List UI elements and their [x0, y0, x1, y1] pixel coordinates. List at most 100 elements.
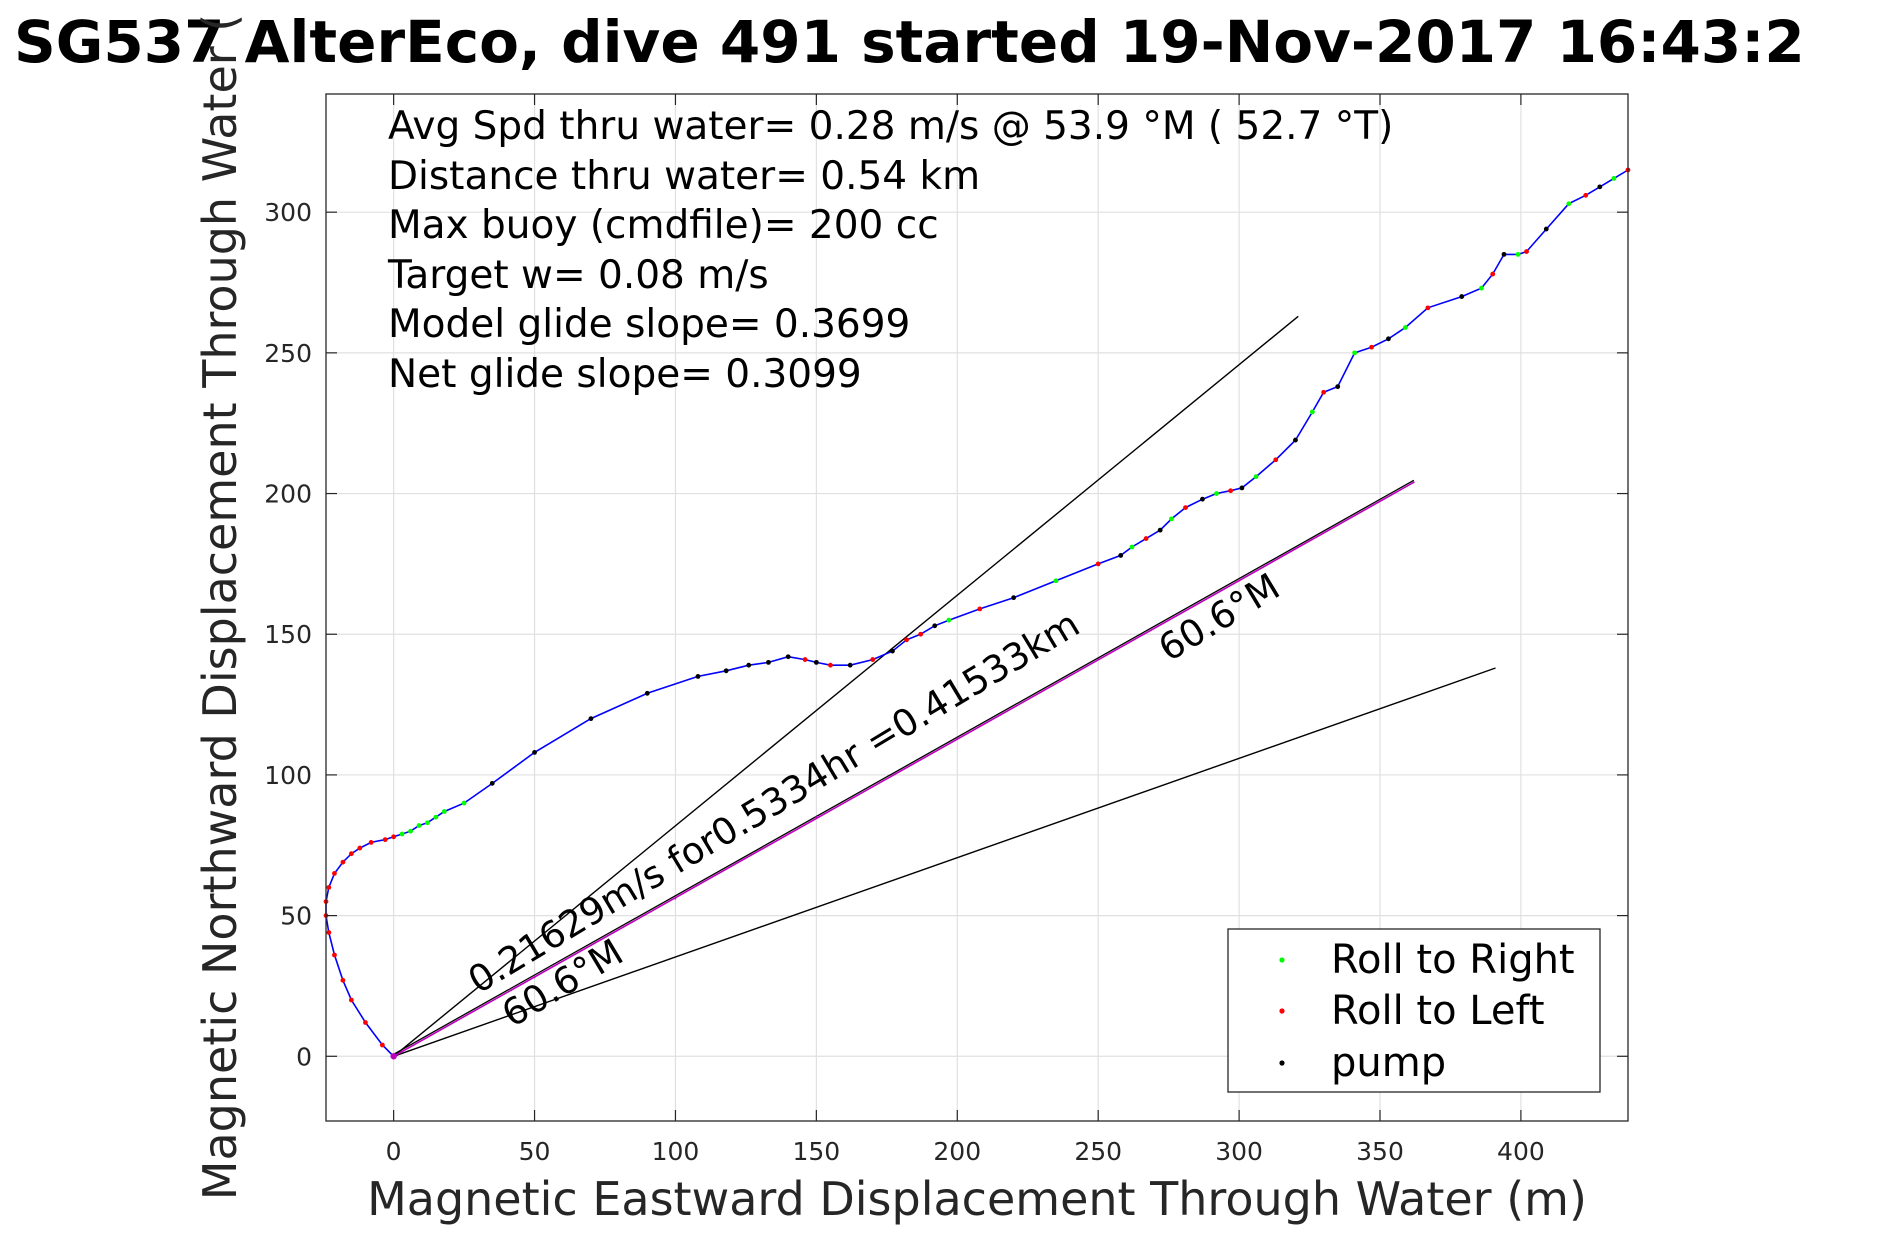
reference-lines — [393, 315, 1496, 1057]
roll-left-marker — [391, 834, 397, 840]
roll-left-marker — [357, 845, 363, 851]
pump-marker — [644, 690, 650, 696]
y-tick-label: 200 — [264, 480, 312, 509]
legend-marker-roll-left — [1279, 1008, 1285, 1014]
plot-frame — [325, 93, 1629, 1122]
roll-right-marker — [1611, 176, 1617, 181]
pump-marker — [1459, 294, 1465, 299]
roll-right-marker — [416, 823, 422, 828]
pump-marker — [1293, 437, 1298, 443]
roll-left-marker — [870, 657, 876, 662]
roll-right-marker — [408, 828, 413, 834]
stat-max-buoy: Max buoy (cmdfile)= 200 cc — [388, 203, 939, 248]
roll-right-marker — [1253, 474, 1259, 480]
stat-net-glide: Net glide slope= 0.3099 — [388, 352, 862, 397]
stat-model-glide: Model glide slope= 0.3699 — [388, 302, 910, 347]
y-tick-label: 100 — [264, 761, 312, 790]
roll-left-marker — [379, 1042, 385, 1048]
reference-line — [393, 315, 1299, 1057]
pump-marker — [890, 648, 895, 654]
chart-title: SG537 AlterEco, dive 491 started 19-Nov-… — [14, 8, 1805, 76]
pump-marker — [1597, 184, 1603, 190]
x-tick-label: 50 — [519, 1137, 551, 1166]
legend: Roll to Right Roll to Left pump — [1227, 928, 1601, 1093]
roll-right-marker — [1309, 409, 1315, 415]
roll-left-marker — [1490, 271, 1496, 277]
x-tick-label: 200 — [933, 1137, 981, 1166]
legend-label-roll-right: Roll to Right — [1331, 937, 1575, 983]
track-markers — [323, 167, 1631, 1060]
roll-left-marker — [368, 840, 374, 845]
pump-marker — [1501, 251, 1507, 257]
y-tick-label: 250 — [264, 339, 312, 368]
roll-left-marker — [918, 631, 924, 637]
current-point — [533, 976, 536, 979]
stats-text-block: Avg Spd thru water= 0.28 m/s @ 53.9 °M (… — [387, 104, 1393, 397]
roll-left-marker — [1143, 536, 1149, 541]
roll-right-marker — [441, 809, 447, 814]
roll-left-marker — [1425, 305, 1431, 311]
pump-marker — [1118, 553, 1124, 558]
roll-left-marker — [1095, 561, 1101, 567]
pump-marker — [1386, 336, 1391, 342]
roll-left-marker — [977, 606, 983, 612]
current-vector — [392, 479, 1415, 1058]
x-tick-label: 300 — [1215, 1137, 1263, 1166]
roll-left-marker — [363, 1020, 368, 1025]
pump-marker — [1011, 595, 1017, 601]
pump-marker — [588, 716, 594, 722]
roll-right-marker — [1214, 491, 1219, 496]
current-point — [1097, 658, 1100, 661]
roll-right-marker — [1053, 578, 1059, 584]
roll-left-marker — [340, 859, 346, 865]
y-tick-label: 300 — [264, 198, 312, 227]
roll-left-marker — [382, 837, 388, 843]
roll-left-marker — [332, 870, 337, 876]
reference-line — [393, 667, 1496, 1057]
pump-marker — [695, 674, 701, 679]
origin-marker — [390, 1053, 397, 1060]
legend-marker-pump — [1279, 1060, 1285, 1066]
roll-left-marker — [1273, 457, 1279, 463]
y-tick-label: 150 — [264, 620, 312, 649]
pump-marker — [813, 659, 819, 665]
roll-right-marker — [1129, 544, 1135, 550]
roll-right-marker — [1352, 350, 1358, 356]
x-tick-label: 350 — [1356, 1137, 1404, 1166]
roll-right-marker — [1515, 251, 1521, 257]
legend-box — [1227, 928, 1601, 1093]
x-tick-label: 0 — [386, 1137, 402, 1166]
current-point — [674, 897, 677, 900]
roll-left-marker — [326, 885, 332, 890]
stat-avg-speed: Avg Spd thru water= 0.28 m/s @ 53.9 °M (… — [388, 104, 1393, 149]
current-point — [956, 737, 959, 740]
pump-marker — [532, 750, 537, 755]
legend-label-pump: pump — [1331, 1040, 1446, 1086]
pump-marker — [932, 623, 938, 629]
roll-left-marker — [1524, 249, 1529, 254]
legend-marker-roll-right — [1279, 957, 1285, 963]
roll-left-marker — [802, 657, 808, 662]
pump-marker — [766, 659, 771, 665]
pump-marker — [847, 662, 853, 668]
pump-marker — [1200, 496, 1205, 502]
roll-left-marker — [828, 662, 833, 668]
roll-left-marker — [1321, 389, 1327, 395]
x-tick-label: 150 — [793, 1137, 841, 1166]
pump-marker — [723, 668, 729, 674]
pump-marker — [489, 780, 495, 786]
pump-marker — [1239, 485, 1245, 491]
pump-marker — [1335, 384, 1341, 390]
roll-left-marker — [1369, 344, 1374, 350]
current-point — [1238, 579, 1240, 582]
x-axis-label: Magnetic Eastward Displacement Through W… — [367, 1172, 1587, 1226]
roll-right-marker — [461, 800, 467, 806]
y-axis-label: Magnetic Northward Displacement Through … — [193, 14, 247, 1200]
roll-left-marker — [348, 997, 354, 1003]
roll-right-marker — [1402, 325, 1408, 330]
stat-target-w: Target w= 0.08 m/s — [387, 253, 769, 298]
axis-ticks: 0 50 100 150 200 250 300 350 400 0 50 100 150 200 250 3… — [264, 94, 1628, 1166]
roll-left-marker — [1583, 192, 1589, 198]
current-parallel-line — [393, 479, 1415, 1055]
